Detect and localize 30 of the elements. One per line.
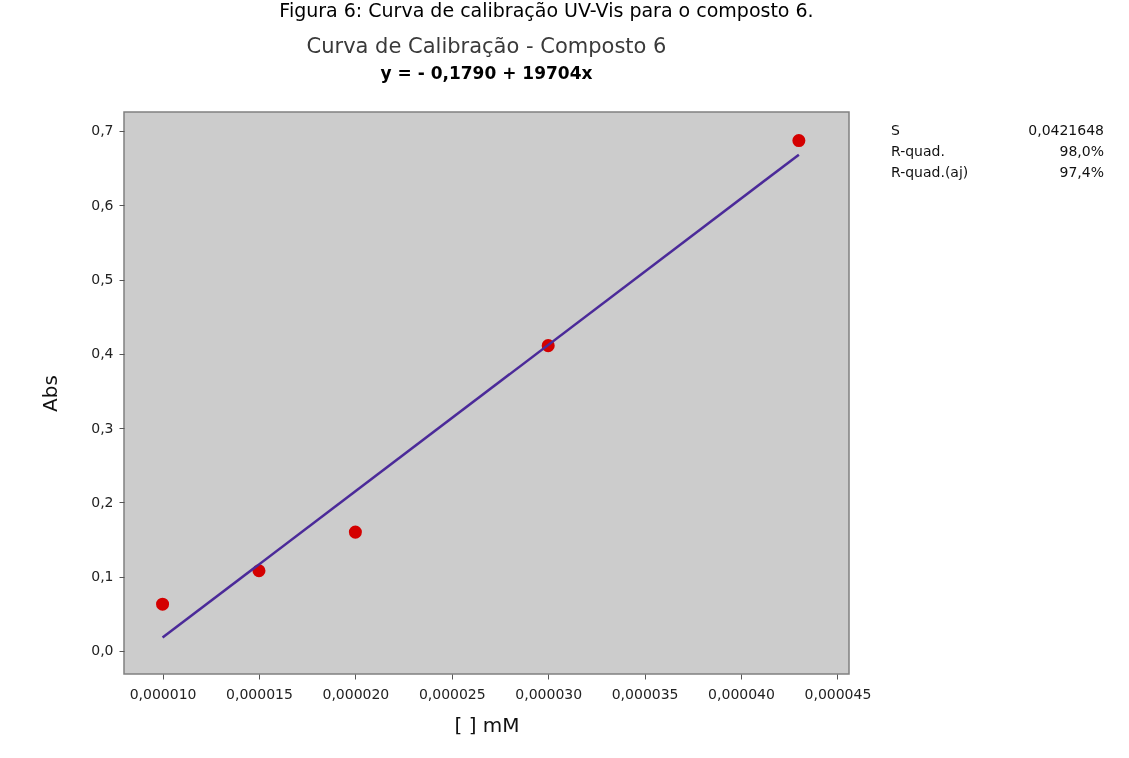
y-tick-label: 0,3	[91, 419, 114, 436]
y-axis-title: Abs	[38, 375, 63, 412]
x-tick-label: 0,000025	[418, 685, 486, 702]
point	[348, 525, 362, 539]
y-tick-label: 0,7	[91, 122, 114, 139]
x-tick-label: 0,000045	[804, 685, 872, 702]
y-tick-label: 0,4	[91, 345, 114, 362]
text: R-quad.	[891, 143, 945, 159]
y-tick-label: 0,1	[91, 568, 114, 585]
point	[156, 597, 170, 611]
x-tick-label: 0,000040	[708, 685, 775, 702]
text: 98,0%	[1059, 143, 1104, 159]
chart-subtitle: y = - 0,1790 + 19704x	[380, 63, 593, 83]
y-tick-label: 0,2	[91, 493, 114, 510]
y-tick-label: 0,5	[91, 271, 114, 288]
point	[792, 134, 806, 148]
x-tick-label: 0,000035	[611, 685, 679, 702]
text: Figura 6: Curva de calibração UV-Vis para o composto 6.	[279, 0, 814, 21]
text: R-quad.(aj)	[891, 164, 969, 180]
text: 0,0421648	[1028, 122, 1104, 138]
x-tick-label: 0,000020	[322, 685, 390, 702]
chart-title: Curva de Calibração - Composto 6	[306, 34, 667, 58]
x-tick-label: 0,000010	[129, 685, 197, 702]
text: 97,4%	[1059, 164, 1104, 180]
x-tick-label: 0,000015	[226, 685, 293, 702]
y-tick-label: 0,6	[91, 196, 114, 213]
x-axis-title: [ ] mM	[454, 712, 520, 737]
x-tick-label: 0,000030	[515, 685, 583, 702]
text: S	[891, 122, 900, 138]
y-tick-label: 0,0	[91, 642, 114, 659]
